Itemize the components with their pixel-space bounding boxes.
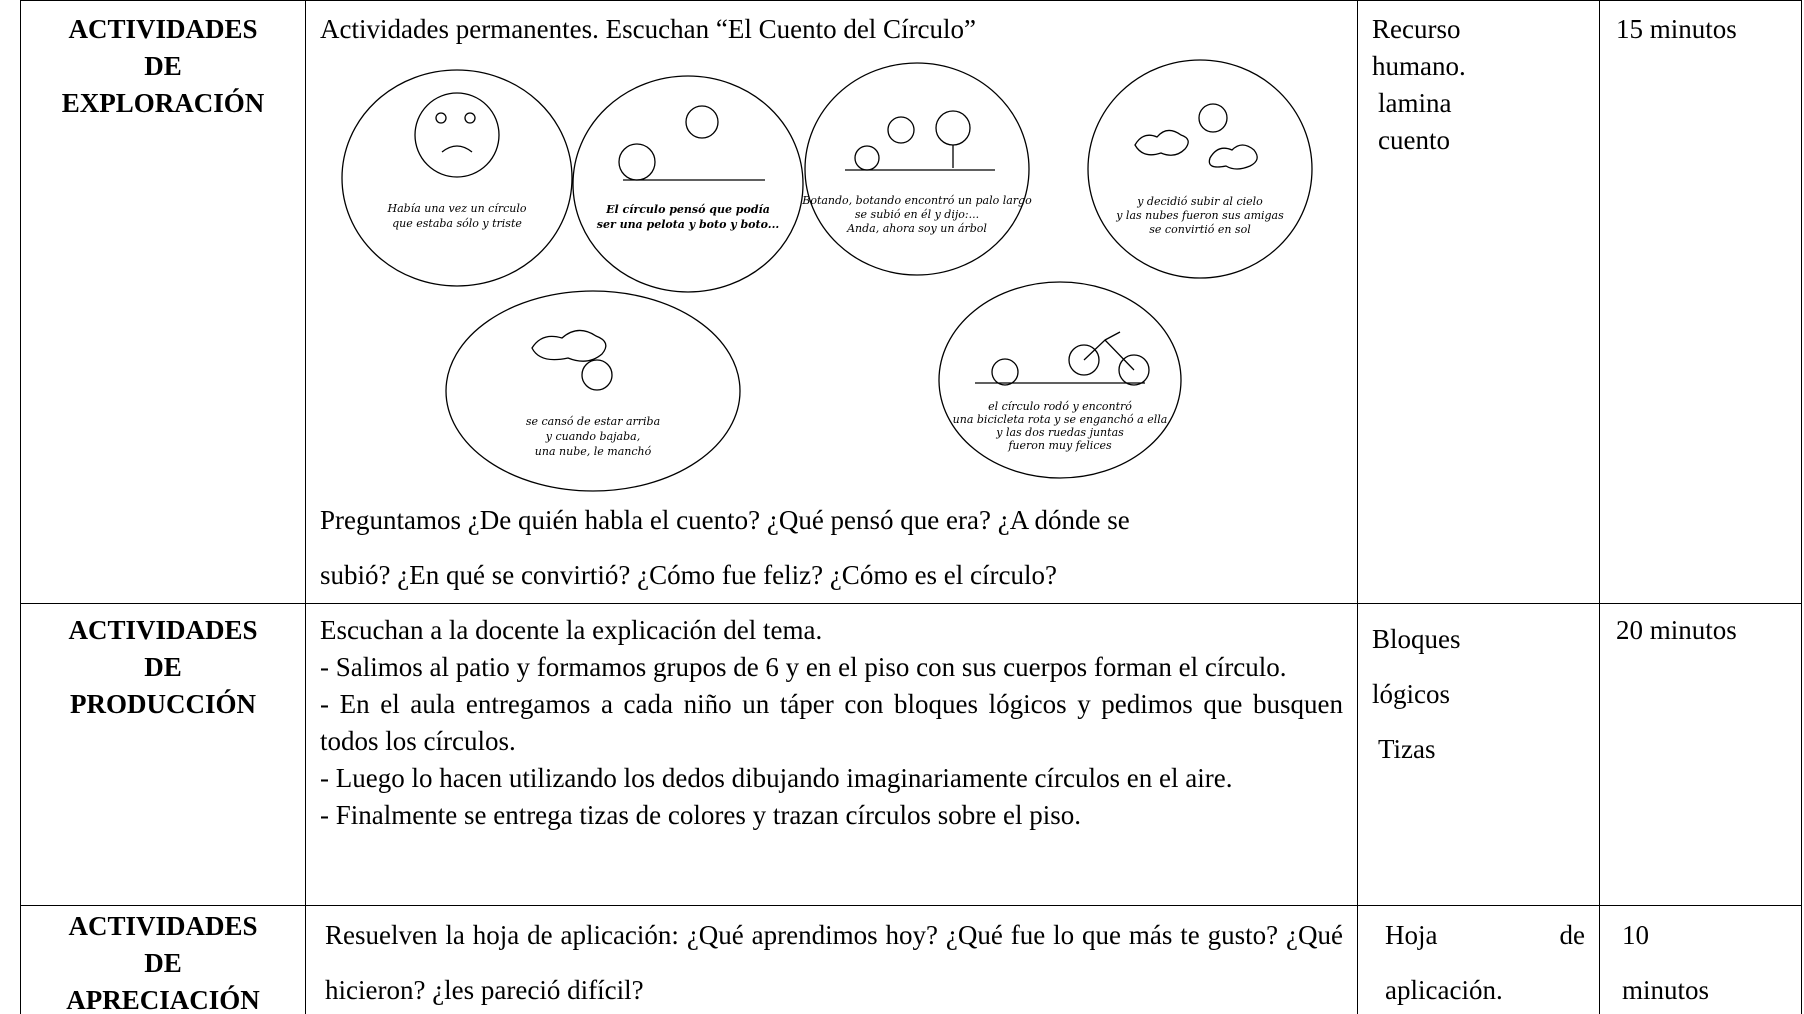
table-border	[1357, 0, 1358, 1014]
label-line: DE	[144, 652, 182, 682]
label-line: APRECIACIÓN	[66, 985, 260, 1014]
label-line: ACTIVIDADES	[68, 911, 258, 941]
story-panel: Había una vez un círculo que estaba sólo…	[341, 69, 573, 287]
label-line: EXPLORACIÓN	[61, 88, 265, 118]
paragraph: - Luego lo hacen utilizando los dedos di…	[320, 763, 1233, 793]
paragraph: - Salimos al patio y formamos grupos de …	[320, 652, 1287, 682]
caption: el círculo rodó y encontró	[988, 400, 1132, 413]
caption: y decidió subir al cielo	[1136, 195, 1263, 208]
caption: Había una vez un círculo	[387, 202, 527, 215]
table-border	[20, 0, 21, 1014]
caption: ser una pelota y boto y boto...	[597, 218, 780, 231]
resource: cuento	[1378, 125, 1450, 155]
caption: fueron muy felices	[1007, 439, 1112, 452]
question-line: Preguntamos ¿De quién habla el cuento? ¿…	[320, 505, 1130, 535]
resources: Bloques lógicos Tizas	[1372, 612, 1461, 777]
table-border	[1801, 0, 1802, 1014]
resource: Tizas	[1378, 734, 1436, 764]
story-panel: El círculo pensó que podía ser una pelot…	[572, 75, 804, 293]
table-border	[20, 0, 1801, 1]
time: 10 minutos	[1614, 908, 1734, 1014]
caption: se subió en él y dijo:...	[855, 208, 979, 221]
resource: lógicos	[1372, 679, 1450, 709]
label-line: DE	[144, 51, 182, 81]
caption: Anda, ahora soy un árbol	[846, 222, 987, 235]
resource: humano.	[1372, 51, 1466, 81]
story-panel: Botando, botando encontró un palo largo …	[801, 62, 1032, 276]
row-label: ACTIVIDADES DE EXPLORACIÓN	[21, 11, 305, 122]
resource: lamina	[1378, 88, 1452, 118]
table-border	[305, 0, 306, 1014]
intro-text: Actividades permanentes. Escuchan “El Cu…	[320, 14, 977, 44]
label-line: PRODUCCIÓN	[70, 689, 256, 719]
row-label: ACTIVIDADES DE APRECIACIÓN	[21, 908, 305, 1014]
story-illustrations: Había una vez un círculo que estaba sólo…	[341, 59, 1313, 492]
paragraph: Escuchan a la docente la explicación del…	[320, 615, 823, 645]
caption: una nube, le manchó	[535, 445, 652, 458]
resource: Hoja de aplicación.	[1385, 920, 1585, 1005]
caption: y cuando bajaba,	[545, 430, 640, 443]
label-line: ACTIVIDADES	[68, 14, 258, 44]
paragraph: - En el aula entregamos a cada niño un t…	[320, 689, 1343, 756]
caption: que estaba sólo y triste	[392, 217, 522, 230]
label-line: ACTIVIDADES	[68, 615, 258, 645]
caption: y las dos ruedas juntas	[995, 426, 1124, 439]
story-panel: se cansó de estar arriba y cuando bajaba…	[445, 290, 741, 492]
story-panel: el círculo rodó y encontró una bicicleta…	[938, 281, 1182, 479]
caption: Botando, botando encontró un palo largo	[801, 194, 1032, 207]
row-label: ACTIVIDADES DE PRODUCCIÓN	[21, 612, 305, 723]
table-border	[1599, 0, 1600, 1014]
caption: se cansó de estar arriba	[526, 415, 660, 428]
caption: y las nubes fueron sus amigas	[1115, 209, 1284, 222]
resource: Recurso	[1372, 14, 1461, 44]
table-border	[20, 603, 1801, 604]
story-panel: y decidió subir al cielo y las nubes fue…	[1087, 59, 1313, 279]
table-border	[20, 905, 1801, 906]
time: 15 minutos	[1616, 14, 1737, 44]
content: Resuelven la hoja de aplicación: ¿Qué ap…	[325, 908, 1343, 1014]
resources: Hoja de aplicación.	[1385, 908, 1585, 1014]
caption: se convirtió en sol	[1149, 223, 1251, 236]
content: Escuchan a la docente la explicación del…	[320, 612, 1343, 834]
question-line: subió? ¿En qué se convirtió? ¿Cómo fue f…	[320, 560, 1057, 590]
paragraph: Resuelven la hoja de aplicación: ¿Qué ap…	[325, 920, 1343, 1005]
caption: El círculo pensó que podía	[605, 203, 770, 216]
time-text: 10 minutos	[1622, 920, 1710, 1005]
time: 20 minutos	[1616, 615, 1737, 645]
resource: Bloques	[1372, 624, 1461, 654]
caption: una bicicleta rota y se enganchó a ella	[953, 413, 1168, 426]
label-line: DE	[144, 948, 182, 978]
paragraph: - Finalmente se entrega tizas de colores…	[320, 800, 1081, 830]
resources: Recurso humano. lamina cuento	[1372, 11, 1466, 159]
